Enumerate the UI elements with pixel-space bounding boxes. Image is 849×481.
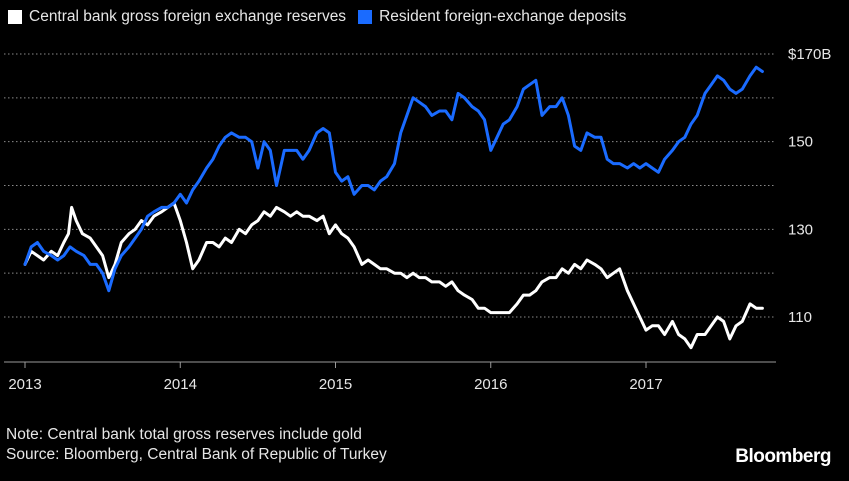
y-tick-label: $170B: [788, 46, 831, 63]
x-tick-label: 2016: [474, 376, 507, 393]
legend-item-deposits: Resident foreign-exchange deposits: [358, 8, 626, 26]
x-axis: 2013 2014 2015 2016 2017: [4, 361, 776, 393]
legend: Central bank gross foreign exchange rese…: [8, 6, 638, 28]
legend-label-deposits: Resident foreign-exchange deposits: [379, 8, 627, 25]
legend-label-reserves: Central bank gross foreign exchange rese…: [29, 8, 347, 25]
source-note: Source: Bloomberg, Central Bank of Repub…: [6, 446, 387, 463]
legend-swatch-deposits: [358, 10, 373, 24]
legend-item-reserves: Central bank gross foreign exchange rese…: [8, 8, 346, 26]
footnote: Note: Central bank total gross reserves …: [6, 426, 362, 443]
y-tick-label: 130: [788, 221, 813, 238]
y-tick-label: 110: [788, 309, 812, 326]
bloomberg-logo: Bloomberg: [735, 446, 831, 467]
x-tick-label: 2014: [164, 376, 197, 393]
x-tick-label: 2017: [629, 376, 662, 393]
gridlines: [4, 53, 776, 318]
series-line-deposits: [23, 65, 764, 293]
y-axis: $170B 150 130 110: [788, 46, 831, 326]
footer: Note: Central bank total gross reserves …: [6, 425, 387, 465]
series-line-reserves: [23, 201, 764, 350]
series-group: [23, 65, 764, 350]
y-tick-label: 150: [788, 134, 813, 151]
legend-swatch-reserves: [8, 10, 22, 24]
x-tick-label: 2015: [319, 376, 352, 393]
x-tick-label: 2013: [8, 376, 41, 393]
